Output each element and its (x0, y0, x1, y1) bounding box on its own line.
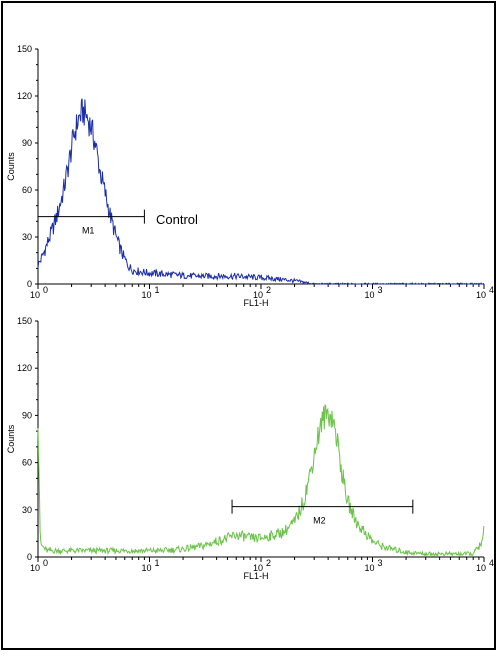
x-tick-exponent: 4 (489, 285, 494, 295)
y-tick-label: 0 (27, 279, 32, 289)
x-tick-exponent: 4 (489, 558, 494, 568)
y-tick-label: 150 (17, 44, 32, 54)
x-tick-exponent: 3 (378, 285, 383, 295)
x-tick-label: 10 (253, 290, 263, 300)
x-tick-exponent: 3 (378, 558, 383, 568)
x-tick-label: 10 (253, 563, 263, 573)
x-tick-label: 10 (476, 290, 486, 300)
x-tick-exponent: 1 (155, 285, 160, 295)
x-tick-label: 10 (141, 563, 151, 573)
y-tick-label: 60 (22, 458, 32, 468)
y-axis-label: Counts (6, 152, 16, 181)
x-tick-label: 10 (141, 290, 151, 300)
x-tick-exponent: 0 (43, 285, 48, 295)
gate-marker-label: M1 (82, 226, 95, 236)
x-tick-label: 10 (364, 290, 374, 300)
x-tick-label: 10 (364, 563, 374, 573)
x-tick-label: 10 (30, 290, 40, 300)
x-tick-exponent: 2 (266, 285, 271, 295)
gate-marker-label: M2 (313, 516, 326, 526)
x-tick-exponent: 2 (266, 558, 271, 568)
histogram-series-line (37, 98, 485, 285)
x-axis-label: FL1-H (243, 571, 268, 581)
y-axis-label: Counts (6, 424, 16, 453)
y-tick-label: 90 (22, 138, 32, 148)
y-tick-label: 30 (22, 232, 32, 242)
y-tick-label: 120 (17, 363, 32, 373)
control-annotation: Control (156, 212, 198, 227)
histogram-series-line (37, 404, 485, 558)
x-axis-label: FL1-H (243, 298, 268, 308)
y-tick-label: 120 (17, 91, 32, 101)
x-tick-exponent: 1 (155, 558, 160, 568)
y-tick-label: 60 (22, 185, 32, 195)
y-tick-label: 90 (22, 410, 32, 420)
y-tick-label: 0 (27, 552, 32, 562)
x-tick-label: 10 (30, 563, 40, 573)
y-tick-label: 30 (22, 505, 32, 515)
x-tick-label: 10 (476, 563, 486, 573)
figure-frame: 0 30 60 90 120 150 10 0 10 1 10 2 10 3 10 4 FL1-H Counts M… (1, 1, 496, 650)
x-tick-exponent: 0 (43, 558, 48, 568)
y-tick-label: 150 (17, 316, 32, 326)
